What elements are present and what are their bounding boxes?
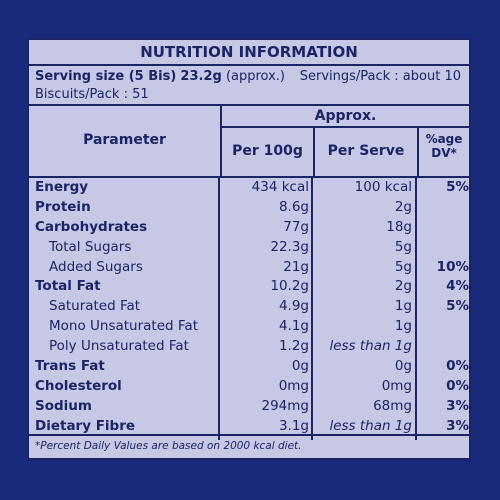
per-serve-value: 2g bbox=[394, 278, 412, 295]
per-100g-header: Per 100g bbox=[220, 126, 313, 176]
nutrient-name: Dietary Fibre bbox=[35, 417, 136, 434]
dv-header: %age DV* bbox=[417, 126, 469, 176]
nutrient-row: Dietary Fibre 3.1g less than 1g 3% bbox=[29, 417, 469, 437]
per-serve-value: less than 1g bbox=[329, 338, 412, 355]
per-serve-value: 100 kcal bbox=[354, 179, 412, 195]
dv-value: 0% bbox=[446, 358, 469, 375]
nutrient-name: Sodium bbox=[35, 397, 92, 414]
dv-value: 5% bbox=[446, 298, 469, 315]
nutrient-name: Saturated Fat bbox=[49, 298, 141, 315]
per-100g-value: 4.1g bbox=[278, 318, 309, 335]
per-serve-value: 0mg bbox=[381, 377, 412, 394]
per-100g-value: 8.6g bbox=[278, 198, 309, 215]
nutrient-row: Cholesterol 0mg 0mg 0% bbox=[29, 377, 469, 397]
nutrient-name: Protein bbox=[35, 198, 91, 215]
per-100g-value: 294mg bbox=[261, 397, 310, 414]
per-serve-value: 5g bbox=[394, 238, 412, 255]
dv-value: 3% bbox=[446, 397, 469, 414]
dv-header-line1: %age bbox=[425, 132, 463, 146]
nutrient-name: Carbohydrates bbox=[35, 218, 148, 235]
per-100g-value: 77g bbox=[283, 218, 309, 235]
nutrient-name: Poly Unsaturated Fat bbox=[49, 338, 189, 355]
nutrient-name: Total Fat bbox=[35, 278, 101, 295]
nutrient-row: Mono Unsaturated Fat 4.1g 1g bbox=[29, 317, 469, 337]
biscuits-per-pack: Biscuits/Pack : 51 bbox=[35, 87, 149, 102]
footnote: *Percent Daily Values are based on 2000 … bbox=[29, 434, 469, 458]
nutrient-name: Added Sugars bbox=[49, 258, 143, 275]
per-serve-value: 1g bbox=[394, 298, 412, 315]
per-serve-value: less than 1g bbox=[329, 417, 412, 434]
per-serve-value: 0g bbox=[394, 358, 412, 375]
nutrient-row: Trans Fat 0g 0g 0% bbox=[29, 357, 469, 377]
per-100g-value: 3.1g bbox=[278, 417, 309, 434]
column-divider bbox=[415, 178, 417, 440]
per-serve-value: 2g bbox=[394, 198, 412, 215]
nutrient-name: Mono Unsaturated Fat bbox=[49, 318, 198, 335]
table-header: Approx. Parameter Per 100g Per Serve %ag… bbox=[29, 106, 469, 178]
column-divider bbox=[218, 178, 220, 440]
per-serve-value: 5g bbox=[394, 258, 412, 275]
dv-value: 0% bbox=[446, 377, 469, 394]
nutrition-panel: NUTRITION INFORMATION Serving size (5 Bi… bbox=[27, 38, 471, 460]
serving-size-label: Serving size (5 Bis) bbox=[35, 69, 177, 84]
approx-header: Approx. bbox=[220, 106, 469, 128]
table-body: Energy 434 kcal 100 kcal 5% Protein 8.6g 2g Car… bbox=[29, 178, 469, 440]
per-100g-value: 21g bbox=[283, 258, 309, 275]
serving-size-value: 23.2g bbox=[180, 69, 222, 84]
per-100g-value: 10.2g bbox=[270, 278, 309, 295]
servings-per-pack: Servings/Pack : about 10 bbox=[299, 69, 461, 84]
dv-value: 5% bbox=[446, 179, 469, 195]
dv-value: 4% bbox=[446, 278, 469, 295]
serving-size: Serving size (5 Bis) 23.2g (approx.) bbox=[35, 68, 285, 86]
per-serve-value: 18g bbox=[386, 218, 412, 235]
nutrient-row: Poly Unsaturated Fat 1.2g less than 1g bbox=[29, 337, 469, 357]
nutrient-row: Sodium 294mg 68mg 3% bbox=[29, 397, 469, 417]
nutrient-name: Cholesterol bbox=[35, 377, 122, 394]
nutrient-row: Added Sugars 21g 5g 10% bbox=[29, 258, 469, 278]
per-100g-value: 0mg bbox=[278, 377, 309, 394]
nutrient-row: Carbohydrates 77g 18g bbox=[29, 218, 469, 238]
panel-title: NUTRITION INFORMATION bbox=[29, 40, 469, 66]
nutrient-rows: Energy 434 kcal 100 kcal 5% Protein 8.6g 2g Car… bbox=[29, 178, 469, 437]
per-100g-value: 4.9g bbox=[278, 298, 309, 315]
per-serve-header: Per Serve bbox=[313, 126, 417, 176]
nutrient-name: Trans Fat bbox=[35, 358, 105, 375]
nutrient-row: Saturated Fat 4.9g 1g 5% bbox=[29, 297, 469, 317]
dv-header-line2: DV* bbox=[431, 146, 457, 160]
nutrient-row: Total Fat 10.2g 2g 4% bbox=[29, 277, 469, 297]
serving-size-note: (approx.) bbox=[225, 69, 286, 84]
nutrient-name: Total Sugars bbox=[49, 238, 132, 255]
column-divider bbox=[311, 178, 313, 440]
per-serve-label: Per Serve bbox=[327, 143, 405, 159]
dv-value: 3% bbox=[446, 417, 469, 434]
per-100g-value: 0g bbox=[291, 358, 309, 375]
per-100g-value: 22.3g bbox=[270, 238, 309, 255]
nutrient-name: Energy bbox=[35, 179, 89, 195]
per-100g-value: 434 kcal bbox=[251, 179, 309, 195]
nutrient-row: Total Sugars 22.3g 5g bbox=[29, 238, 469, 258]
per-serve-value: 68mg bbox=[373, 397, 412, 414]
serving-info: Serving size (5 Bis) 23.2g (approx.) Ser… bbox=[29, 66, 469, 106]
parameter-header: Parameter bbox=[83, 132, 166, 148]
per-100g-value: 1.2g bbox=[278, 338, 309, 355]
nutrient-row: Protein 8.6g 2g bbox=[29, 198, 469, 218]
per-serve-value: 1g bbox=[394, 318, 412, 335]
nutrient-row: Energy 434 kcal 100 kcal 5% bbox=[29, 178, 469, 198]
per-100g-label: Per 100g bbox=[232, 143, 303, 159]
dv-value: 10% bbox=[436, 258, 469, 275]
